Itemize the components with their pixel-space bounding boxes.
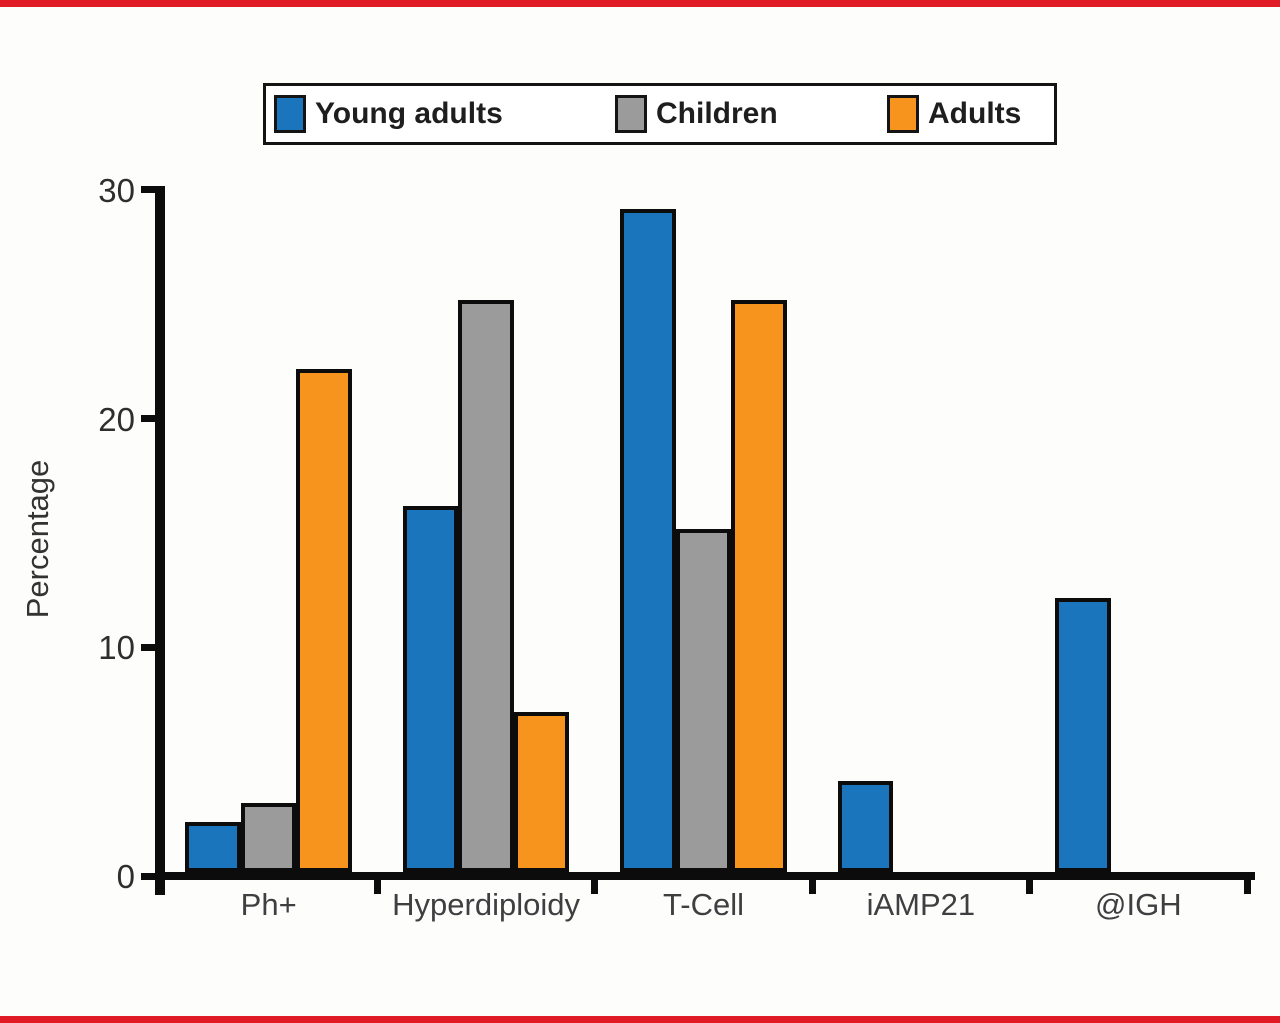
bar-adults-hyperdiploidy bbox=[513, 711, 570, 872]
legend-entry: Children bbox=[615, 86, 778, 142]
y-tick-label: 30 bbox=[98, 171, 135, 209]
x-axis-tick bbox=[808, 872, 816, 894]
bar-children-t-cell bbox=[675, 528, 732, 872]
bar-children-ph+ bbox=[240, 803, 297, 872]
x-axis-line bbox=[155, 872, 1255, 880]
bar-children-hyperdiploidy bbox=[458, 300, 514, 872]
top-red-rule bbox=[0, 0, 1280, 7]
y-axis-title: Percentage bbox=[20, 459, 55, 619]
bar-young-adults-iamp21 bbox=[837, 780, 894, 872]
y-axis-tick bbox=[141, 415, 155, 423]
bar-young-adults-@igh bbox=[1055, 597, 1111, 872]
y-axis-tick bbox=[141, 643, 155, 651]
legend-label: Young adults bbox=[315, 97, 503, 130]
category-label: T-Cell bbox=[663, 887, 744, 922]
bar-adults-ph+ bbox=[296, 368, 352, 872]
legend-entry: Adults bbox=[887, 86, 1021, 142]
legend-swatch-young-adults bbox=[274, 95, 306, 133]
bar-young-adults-ph+ bbox=[185, 821, 241, 872]
x-axis-tick bbox=[1026, 872, 1034, 894]
y-tick-label: 10 bbox=[98, 629, 135, 667]
bottom-red-rule bbox=[0, 1016, 1280, 1023]
category-label: Ph+ bbox=[240, 887, 297, 922]
legend-swatch-adults bbox=[887, 95, 919, 133]
legend-label: Children bbox=[656, 97, 778, 130]
y-tick-label: 20 bbox=[98, 400, 135, 438]
y-axis-line bbox=[155, 186, 165, 895]
category-label: Hyperdiploidy bbox=[392, 887, 580, 922]
chart-legend: Young adults Children Adults bbox=[263, 83, 1057, 145]
bar-adults-t-cell bbox=[731, 300, 787, 872]
bar-young-adults-hyperdiploidy bbox=[402, 506, 459, 872]
legend-swatch-children bbox=[615, 95, 647, 133]
x-axis-tick bbox=[591, 872, 599, 894]
x-axis-tick bbox=[1243, 872, 1251, 894]
y-axis-tick bbox=[141, 872, 155, 880]
legend-entry: Young adults bbox=[274, 86, 503, 142]
y-axis-tick bbox=[141, 186, 155, 194]
legend-label: Adults bbox=[928, 97, 1022, 130]
bar-young-adults-t-cell bbox=[620, 208, 676, 872]
x-axis-tick bbox=[373, 872, 381, 894]
category-label: @IGH bbox=[1095, 887, 1182, 922]
category-label: iAMP21 bbox=[866, 887, 976, 922]
y-tick-label: 0 bbox=[116, 858, 135, 895]
